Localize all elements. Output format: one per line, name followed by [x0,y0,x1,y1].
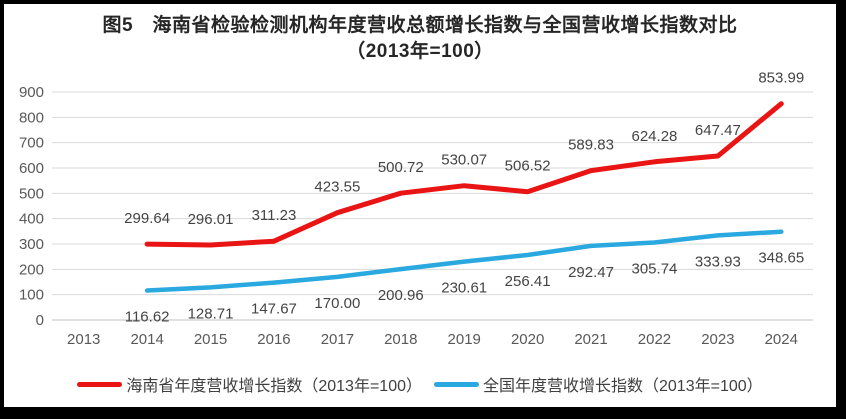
legend-item-hainan: 海南省年度营收增长指数（2013年=100） [77,372,422,396]
x-tick-label-2018: 2018 [384,331,417,348]
data-label-series0-2022: 624.28 [632,128,678,145]
y-tick-label-100: 100 [19,287,44,304]
x-tick-label-2020: 2020 [511,331,544,348]
data-label-series1-2021: 292.47 [568,264,614,281]
data-label-series1-2014: 116.62 [125,308,170,325]
legend-line-swatch-hainan [77,381,123,387]
data-label-series1-2016: 147.67 [251,301,297,318]
data-label-series1-2018: 200.96 [378,287,424,304]
y-tick-label-900: 900 [19,84,44,101]
chart-canvas: 图5 海南省检验检测机构年度营收总额增长指数与全国营收增长指数对比 （2013年… [4,4,836,407]
data-label-series0-2021: 589.83 [568,137,614,154]
data-label-series0-2014: 299.64 [124,210,170,227]
data-label-series0-2024: 853.99 [758,70,804,87]
y-tick-label-200: 200 [19,261,44,278]
data-label-series1-2022: 305.74 [632,261,678,278]
line-chart-plot-area: 0 100 200 300 400 500 600 700 800 900 2013 2014 2015… [19,70,813,348]
data-label-series0-2023: 647.47 [695,122,741,139]
x-tick-label-2021: 2021 [574,331,607,348]
y-tick-label-600: 600 [19,160,44,177]
data-label-series0-2017: 423.55 [314,179,360,196]
data-label-series0-2016: 311.23 [252,207,297,224]
legend-label-hainan: 海南省年度营收增长指数（2013年=100） [126,378,422,395]
data-label-series1-2017: 170.00 [314,295,360,312]
x-tick-label-2022: 2022 [638,331,671,348]
legend-line-swatch-national [434,381,479,387]
x-tick-label-2016: 2016 [257,331,290,348]
data-label-series0-2020: 506.52 [505,158,551,175]
data-label-series1-2015: 128.71 [188,305,234,322]
chart-title: 图5 海南省检验检测机构年度营收总额增长指数与全国营收增长指数对比 （2013年… [4,13,836,65]
y-tick-label-800: 800 [19,109,44,126]
x-tick-label-2015: 2015 [194,331,227,348]
chart-title-line2: （2013年=100） [346,41,494,62]
data-label-series1-2019: 230.61 [441,280,487,297]
legend-item-national: 全国年度营收增长指数（2013年=100） [434,372,763,396]
y-tick-label-500: 500 [19,185,44,202]
data-label-series0-2018: 500.72 [378,159,424,176]
x-tick-label-2017: 2017 [321,331,354,348]
data-label-series1-2020: 256.41 [505,273,551,290]
data-label-series0-2019: 530.07 [441,152,487,169]
y-tick-label-700: 700 [19,135,44,152]
chart-title-line1: 图5 海南省检验检测机构年度营收总额增长指数与全国营收增长指数对比 [102,15,738,36]
legend-label-national: 全国年度营收增长指数（2013年=100） [483,378,763,395]
y-tick-label-400: 400 [19,211,44,228]
y-tick-label-0: 0 [36,312,44,329]
series-line-0 [144,101,784,248]
x-tick-label-2013: 2013 [67,331,100,348]
data-label-series0-2015: 296.01 [188,211,234,228]
chart-legend: 海南省年度营收增长指数（2013年=100） 全国年度营收增长指数（2013年=… [4,372,836,396]
x-tick-label-2023: 2023 [701,331,734,348]
series-line-1 [144,229,784,293]
data-label-series1-2024: 348.65 [758,250,804,267]
x-tick-label-2024: 2024 [765,331,798,348]
x-tick-label-2014: 2014 [130,331,163,348]
x-tick-label-2019: 2019 [448,331,481,348]
data-label-series1-2023: 333.93 [695,253,741,270]
y-tick-label-300: 300 [19,236,44,253]
